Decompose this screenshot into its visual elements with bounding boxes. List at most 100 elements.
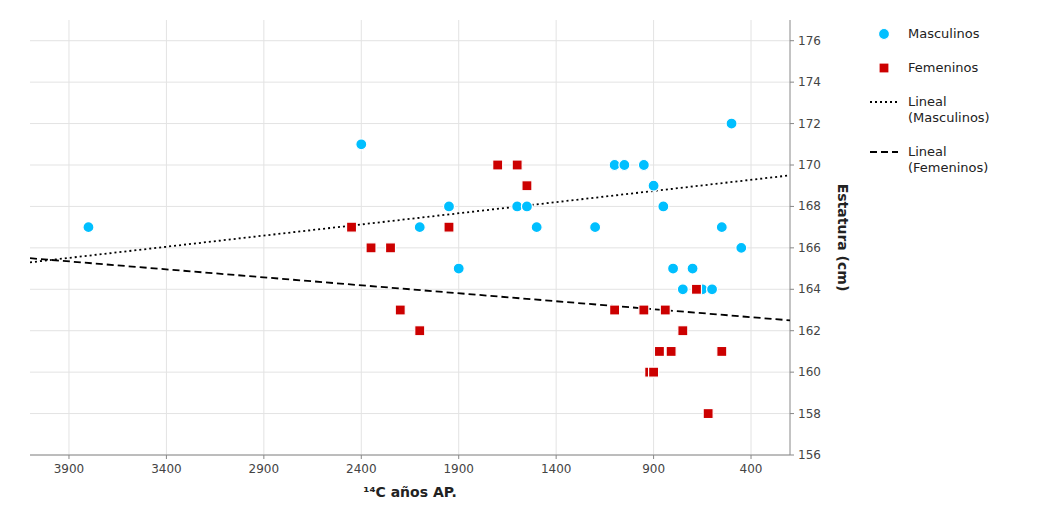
legend-label-line: Lineal <box>908 144 947 159</box>
point <box>716 222 727 233</box>
x-tick <box>361 455 362 459</box>
legend-label-line: (Masculinos) <box>908 110 990 125</box>
y-tick <box>790 123 794 124</box>
grid-line-y <box>30 82 790 83</box>
grid-line-y <box>30 330 790 331</box>
y-tick <box>790 247 794 248</box>
grid-line-y <box>30 123 790 124</box>
grid-line-x <box>166 20 167 455</box>
grid-line-x <box>68 20 69 455</box>
point <box>677 284 688 295</box>
x-tick-label: 3400 <box>151 462 182 476</box>
point <box>512 160 522 170</box>
point <box>648 180 659 191</box>
point <box>658 201 669 212</box>
point <box>395 305 405 315</box>
x-tick-label: 3900 <box>54 462 85 476</box>
legend-label: Lineal(Masculinos) <box>908 94 990 125</box>
chart: 3900 3400 2900 2400 1900 1400 900 400 156 158 160 1… <box>0 0 1039 513</box>
x-tick-label: 400 <box>740 462 763 476</box>
y-tick <box>790 372 794 373</box>
y-tick <box>790 289 794 290</box>
y-tick-label: 166 <box>798 241 821 255</box>
x-tick-label: 900 <box>642 462 665 476</box>
point <box>443 201 454 212</box>
x-tick-label: 2900 <box>249 462 280 476</box>
grid-line-y <box>30 247 790 248</box>
y-tick-label: 176 <box>798 34 821 48</box>
point <box>590 222 601 233</box>
point <box>707 284 718 295</box>
grid-line-y <box>30 40 790 41</box>
legend-label-line: (Femeninos) <box>908 160 988 175</box>
point <box>736 242 747 253</box>
y-tick-label: 158 <box>798 407 821 421</box>
point <box>717 346 727 356</box>
legend-line <box>870 151 898 153</box>
trend-line <box>30 175 790 262</box>
x-tick <box>68 455 69 459</box>
point <box>666 346 676 356</box>
y-tick <box>790 40 794 41</box>
grid-line-x <box>556 20 557 455</box>
y-tick-label: 168 <box>798 199 821 213</box>
x-tick-label: 1400 <box>541 462 572 476</box>
point <box>703 409 713 419</box>
x-axis-line <box>30 455 790 456</box>
trend-line <box>30 258 790 320</box>
y-tick-label: 156 <box>798 448 821 462</box>
points <box>83 118 747 419</box>
point <box>619 160 630 171</box>
legend: MasculinosFemeninosLineal(Masculinos)Lin… <box>870 26 990 175</box>
y-tick-label: 172 <box>798 117 821 131</box>
legend-label-line: Masculinos <box>908 26 980 41</box>
x-tick-label: 2400 <box>346 462 377 476</box>
y-tick <box>790 82 794 83</box>
trend-lines <box>30 175 790 320</box>
point <box>415 326 425 336</box>
x-tick <box>751 455 752 459</box>
legend-marker <box>879 29 890 40</box>
point <box>522 181 532 191</box>
grid-line-x <box>361 20 362 455</box>
legend-line <box>870 101 898 103</box>
grid-line-y <box>30 413 790 414</box>
y-tick-label: 162 <box>798 324 821 338</box>
grid-line-y <box>30 455 790 456</box>
y-tick <box>790 455 794 456</box>
legend-marker <box>879 63 889 73</box>
y-tick-label: 164 <box>798 282 821 296</box>
grid-line-x <box>458 20 459 455</box>
legend-label-line: Lineal <box>908 94 947 109</box>
grid-line-x <box>653 20 654 455</box>
point <box>638 160 649 171</box>
grid-line-y <box>30 289 790 290</box>
y-axis-line <box>790 20 791 455</box>
grid-line-y <box>30 165 790 166</box>
y-tick-label: 160 <box>798 365 821 379</box>
point <box>691 284 701 294</box>
plot-data <box>30 118 790 419</box>
y-tick-label: 170 <box>798 158 821 172</box>
x-tick-label: 1900 <box>443 462 474 476</box>
point <box>347 222 357 232</box>
point <box>493 160 503 170</box>
legend-label: Lineal(Femeninos) <box>908 144 988 175</box>
point <box>366 243 376 253</box>
x-tick <box>556 455 557 459</box>
point <box>649 367 659 377</box>
x-tick <box>653 455 654 459</box>
x-tick <box>263 455 264 459</box>
point <box>610 305 620 315</box>
x-axis-label: ¹⁴C años AP. <box>363 484 457 500</box>
legend-label-line: Femeninos <box>908 60 978 75</box>
point <box>453 263 464 274</box>
y-tick <box>790 330 794 331</box>
x-tick <box>166 455 167 459</box>
grid-line-x <box>751 20 752 455</box>
y-tick <box>790 413 794 414</box>
point <box>639 305 649 315</box>
legend-label: Masculinos <box>908 26 980 41</box>
y-tick <box>790 206 794 207</box>
point <box>660 305 670 315</box>
